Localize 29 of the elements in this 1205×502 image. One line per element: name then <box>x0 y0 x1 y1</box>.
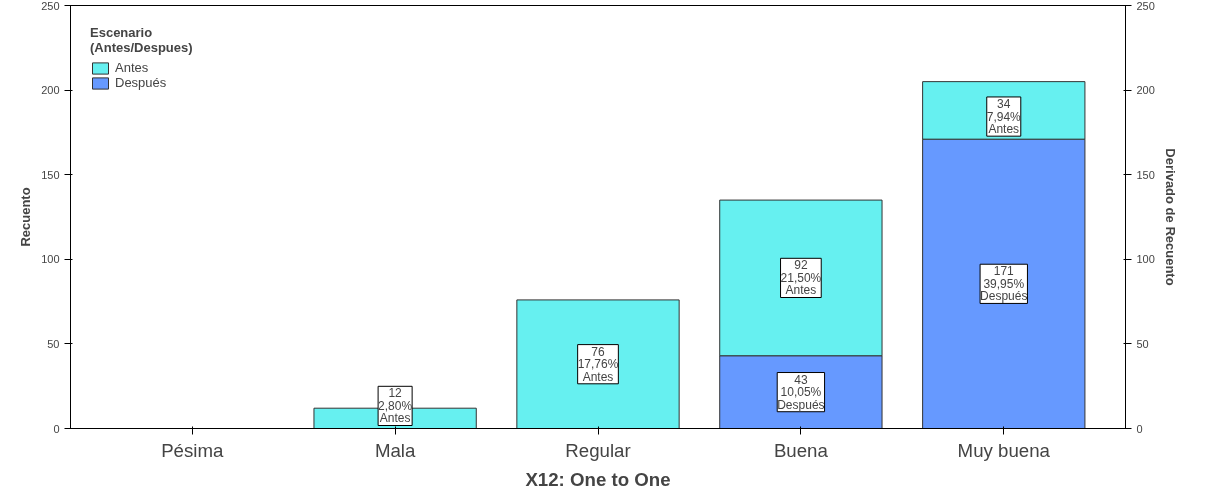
y-tick-label: 100 <box>41 253 60 266</box>
y-tick-label: 50 <box>47 337 60 350</box>
y2-tick-label: 50 <box>1136 337 1149 350</box>
y-tick-label: 0 <box>53 422 60 435</box>
y-tick-label: 150 <box>41 168 60 181</box>
y2-tick-label: 100 <box>1136 253 1155 266</box>
legend-label: Antes <box>115 60 149 75</box>
x-tick-label: Mala <box>374 439 416 461</box>
legend-label: Después <box>115 75 167 90</box>
data-label: 76 17,76% Antes <box>577 344 619 384</box>
y2-axis-title: Derivado de Recuento <box>1162 148 1178 286</box>
y2-tick-label: 200 <box>1136 84 1155 97</box>
data-label: 43 10,05% Después <box>777 372 825 412</box>
y2-tick-label: 0 <box>1136 422 1143 435</box>
data-label: 92 21,50% Antes <box>780 258 822 298</box>
bar <box>516 299 680 429</box>
y2-tick-label: 250 <box>1136 0 1155 12</box>
data-label: 171 39,95% Después <box>980 264 1028 304</box>
y-axis-title: Recuento <box>18 187 34 247</box>
y-tick-label: 200 <box>41 84 60 97</box>
x-tick-label: Regular <box>565 439 631 461</box>
data-label: 34 7,94% Antes <box>986 96 1022 137</box>
x-tick-label: Buena <box>773 439 829 461</box>
legend-title: Escenario (Antes/Despues) <box>90 25 193 55</box>
y-tick-label: 250 <box>41 0 60 12</box>
x-axis-title: X12: One to One <box>525 468 671 490</box>
x-tick-label: Pésima <box>161 439 224 461</box>
y2-tick-label: 150 <box>1136 168 1155 181</box>
x-tick-label: Muy buena <box>957 439 1051 461</box>
